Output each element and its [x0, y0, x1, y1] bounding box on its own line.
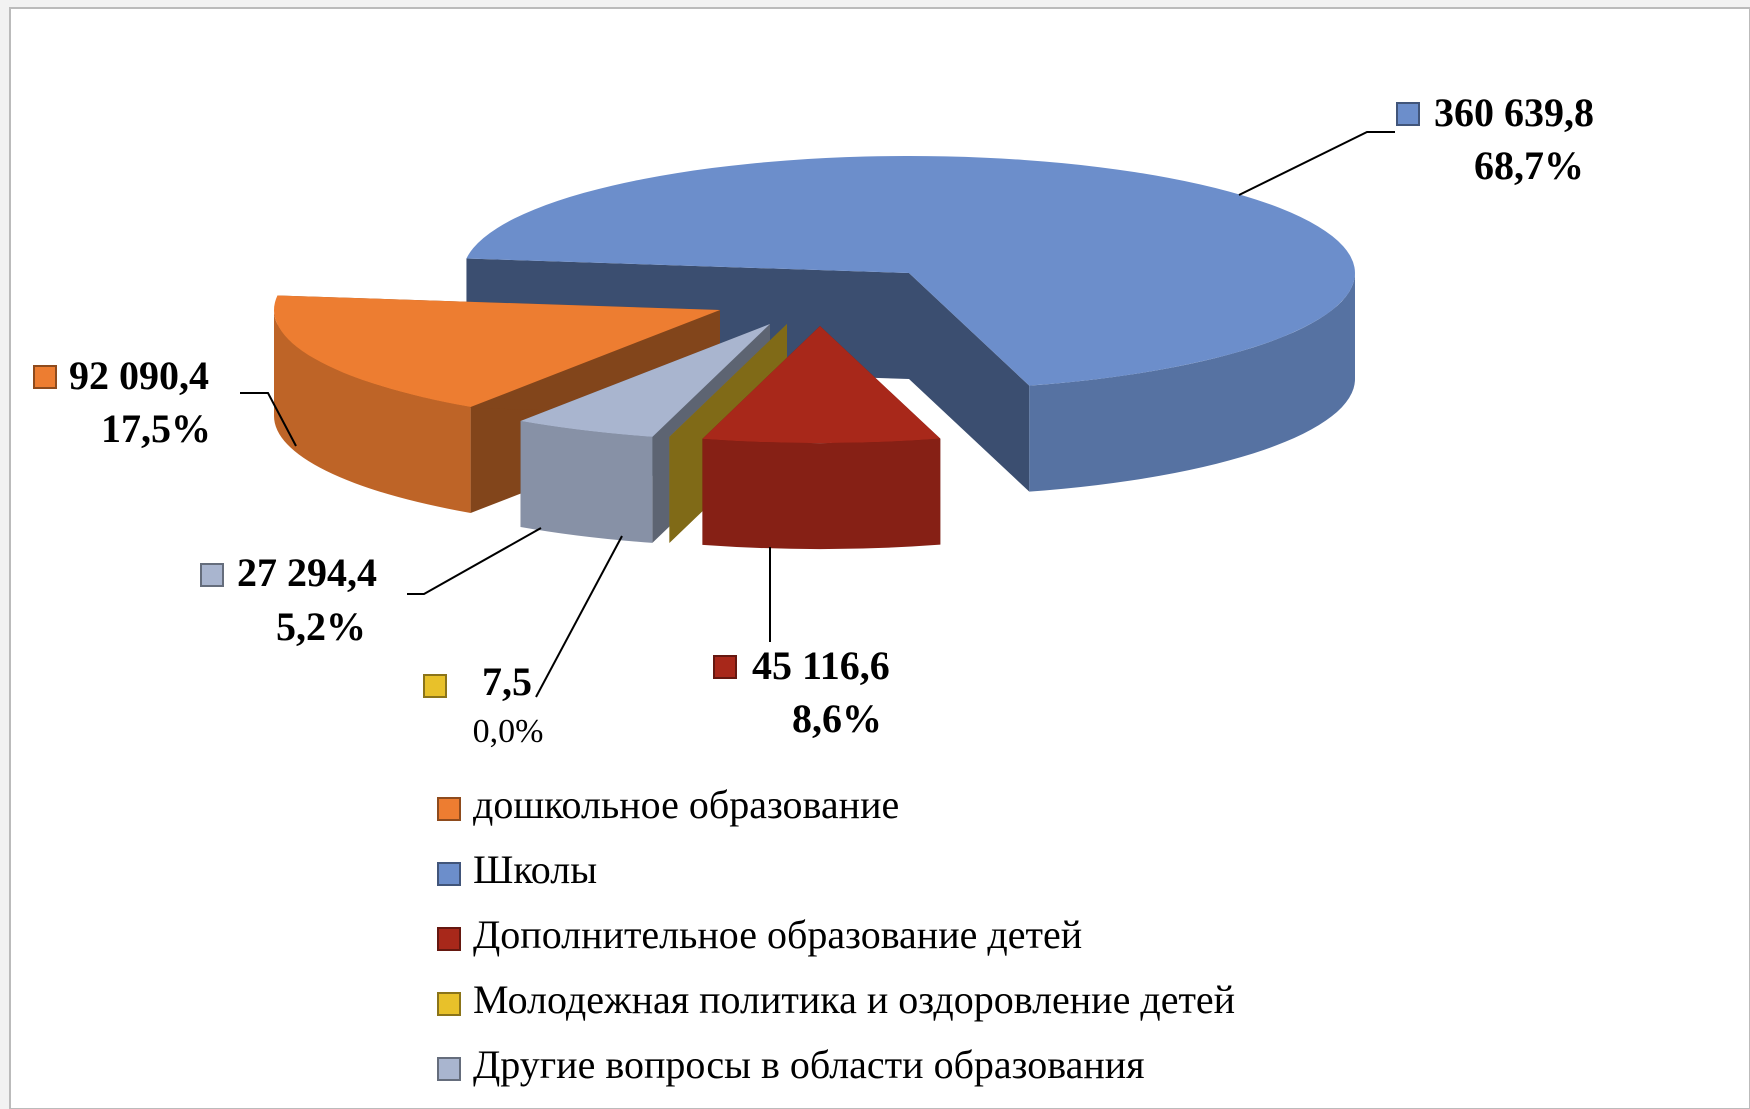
slice-wall	[520, 420, 653, 543]
slice	[466, 156, 1356, 386]
slice	[274, 295, 720, 407]
label-marker	[713, 655, 737, 679]
value-label: 7,5	[482, 659, 532, 704]
legend-marker	[437, 992, 461, 1016]
legend-marker	[437, 797, 461, 821]
percent-label: 0,0%	[473, 713, 544, 750]
value-label: 360 639,8	[1434, 90, 1594, 135]
legend: дошкольное образование Школы Дополнительно…	[437, 782, 1235, 1087]
legend-marker	[437, 927, 461, 951]
label-marker	[423, 674, 447, 698]
percent-label: 8,6%	[792, 696, 882, 741]
legend-label: Школы	[473, 847, 597, 892]
legend-label: Дополнительное образование детей	[473, 912, 1082, 957]
leader-line	[535, 535, 623, 698]
percent-label: 17,5%	[101, 406, 211, 451]
legend-marker	[437, 1057, 461, 1081]
value-label: 92 090,4	[69, 353, 209, 398]
legend-label: дошкольное образование	[473, 782, 899, 827]
legend-label: Молодежная политика и оздоровление детей	[473, 977, 1235, 1022]
leader-line	[240, 392, 297, 447]
slice-side	[909, 273, 1030, 492]
slice-wall	[1029, 273, 1355, 492]
slice	[520, 324, 770, 437]
leader-line	[1238, 131, 1395, 196]
label-marker	[33, 365, 57, 389]
pie	[274, 156, 1356, 549]
value-label: 45 116,6	[752, 643, 890, 688]
slice-wall	[274, 310, 471, 513]
leader-line	[407, 527, 542, 595]
labels: 92 090,4 17,5% 360 639,8 68,7% 45 116,6 8,6% 7…	[33, 90, 1594, 750]
slice-wall	[702, 438, 941, 549]
label-marker	[200, 563, 224, 587]
percent-label: 68,7%	[1474, 143, 1584, 188]
legend-label: Другие вопросы в области образования	[473, 1042, 1145, 1087]
percent-label: 5,2%	[276, 604, 366, 649]
slice	[702, 326, 941, 444]
slice	[669, 324, 787, 437]
legend-marker	[437, 862, 461, 886]
value-label: 27 294,4	[237, 550, 377, 595]
label-marker	[1396, 102, 1420, 126]
